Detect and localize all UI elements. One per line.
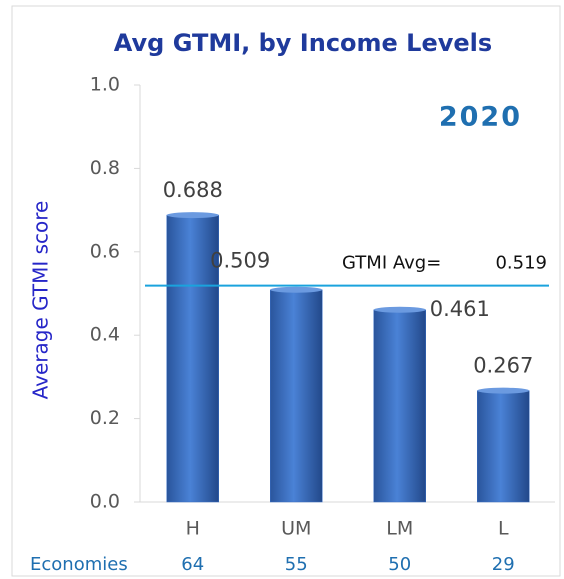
y-tick-label: 0.6 [90, 240, 120, 262]
chart-title: Avg GTMI, by Income Levels [114, 29, 492, 57]
x-tick-label: UM [281, 518, 311, 540]
y-tick-label: 0.0 [90, 491, 120, 513]
economies-count: 29 [492, 554, 515, 575]
bar [477, 390, 530, 503]
reference-value: 0.519 [495, 253, 547, 274]
economies-count: 50 [388, 554, 411, 575]
bar [373, 309, 426, 503]
economies-count: 55 [285, 554, 308, 575]
bar-top [373, 306, 426, 313]
value-label: 0.461 [430, 297, 490, 321]
annotation: 2020 [439, 102, 522, 133]
y-tick-label: 0.8 [90, 157, 120, 179]
value-label: 0.688 [163, 178, 223, 202]
x-tick-label: H [186, 518, 200, 540]
y-tick-label: 1.0 [90, 74, 120, 96]
x-tick-label: L [498, 518, 509, 540]
bar-top [166, 212, 219, 219]
bar-top [477, 387, 530, 394]
frame [11, 5, 561, 577]
y-tick-label: 0.4 [90, 324, 120, 346]
bar [270, 289, 323, 503]
value-label: 0.509 [210, 249, 270, 273]
x-tick-label: LM [386, 518, 413, 540]
y-axis-label: Average GTMI score [29, 201, 53, 400]
economies-count: 64 [181, 554, 204, 575]
economies-label: Economies [30, 554, 128, 575]
bar-top [270, 286, 323, 293]
value-label: 0.267 [473, 354, 533, 378]
y-tick-label: 0.2 [90, 407, 120, 429]
reference-label: GTMI Avg= [342, 253, 441, 274]
bar [166, 214, 219, 503]
